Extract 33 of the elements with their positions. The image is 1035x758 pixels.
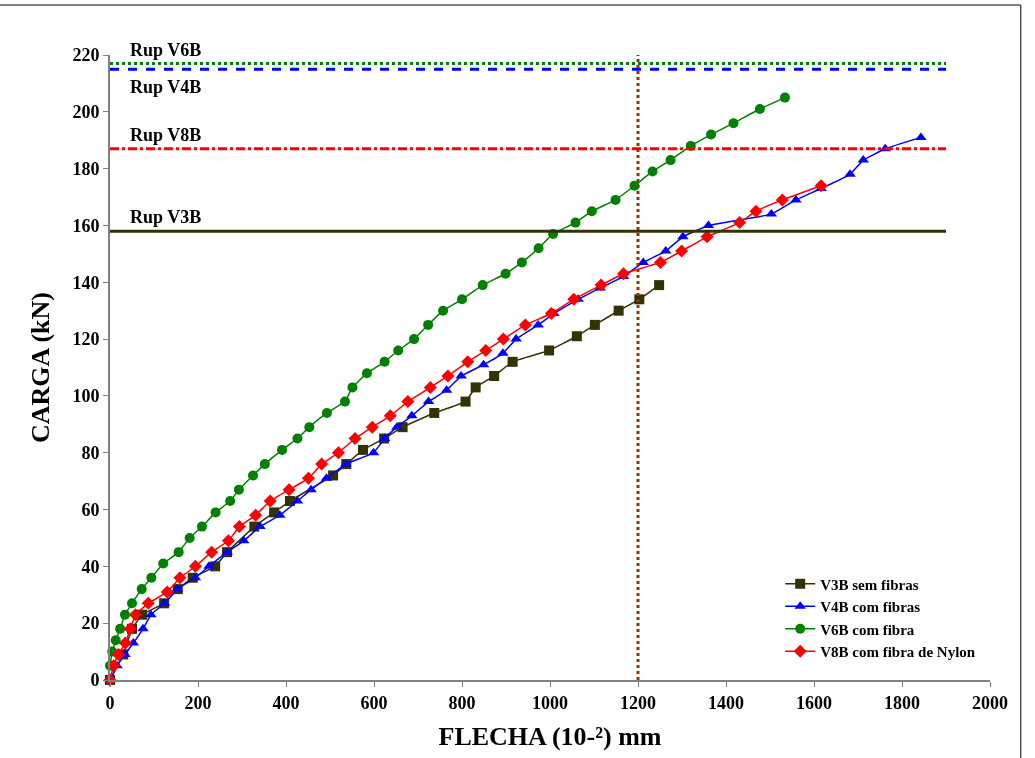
x-tick-label: 1000 — [532, 692, 568, 713]
y-tick-label: 0 — [90, 670, 100, 691]
y-tick-label: 120 — [72, 329, 100, 350]
legend-label: V8B com fibra de Nylon — [820, 644, 976, 661]
ref-line-label: Rup V3B — [130, 207, 202, 227]
ref-line-label: Rup V4B — [130, 77, 202, 97]
y-tick-label: 140 — [72, 272, 100, 293]
ref-line-label: Rup V6B — [130, 40, 202, 60]
x-tick-label: 1600 — [796, 692, 832, 713]
x-tick-label: 1800 — [884, 692, 920, 713]
y-axis-title: CARGA (kN) — [26, 292, 56, 443]
x-tick-label: 800 — [448, 692, 476, 713]
legend-label: V3B sem fibras — [820, 576, 919, 593]
x-tick-label: 1400 — [708, 692, 744, 713]
y-tick-label: 100 — [72, 386, 100, 407]
x-tick-label: 600 — [360, 692, 388, 713]
x-tick-label: 0 — [105, 692, 115, 713]
ref-line-label: Rup V8B — [130, 125, 202, 145]
y-tick-label: 160 — [72, 215, 100, 236]
y-tick-label: 60 — [81, 499, 100, 520]
x-tick-label: 400 — [272, 692, 300, 713]
y-tick-label: 220 — [72, 45, 100, 66]
y-tick-label: 80 — [81, 443, 100, 464]
y-tick-label: 40 — [81, 556, 100, 577]
y-tick-label: 200 — [72, 102, 100, 123]
x-tick-label: 1200 — [620, 692, 656, 713]
x-tick-label: 200 — [184, 692, 212, 713]
legend-label: V6B com fibra — [820, 621, 915, 638]
y-tick-label: 180 — [72, 158, 100, 179]
x-tick-label: 2000 — [972, 692, 1008, 713]
y-tick-label: 20 — [81, 613, 100, 634]
x-axis-title: FLECHA (10-²) mm — [438, 721, 662, 751]
legend-label: V4B com fibras — [820, 599, 921, 616]
